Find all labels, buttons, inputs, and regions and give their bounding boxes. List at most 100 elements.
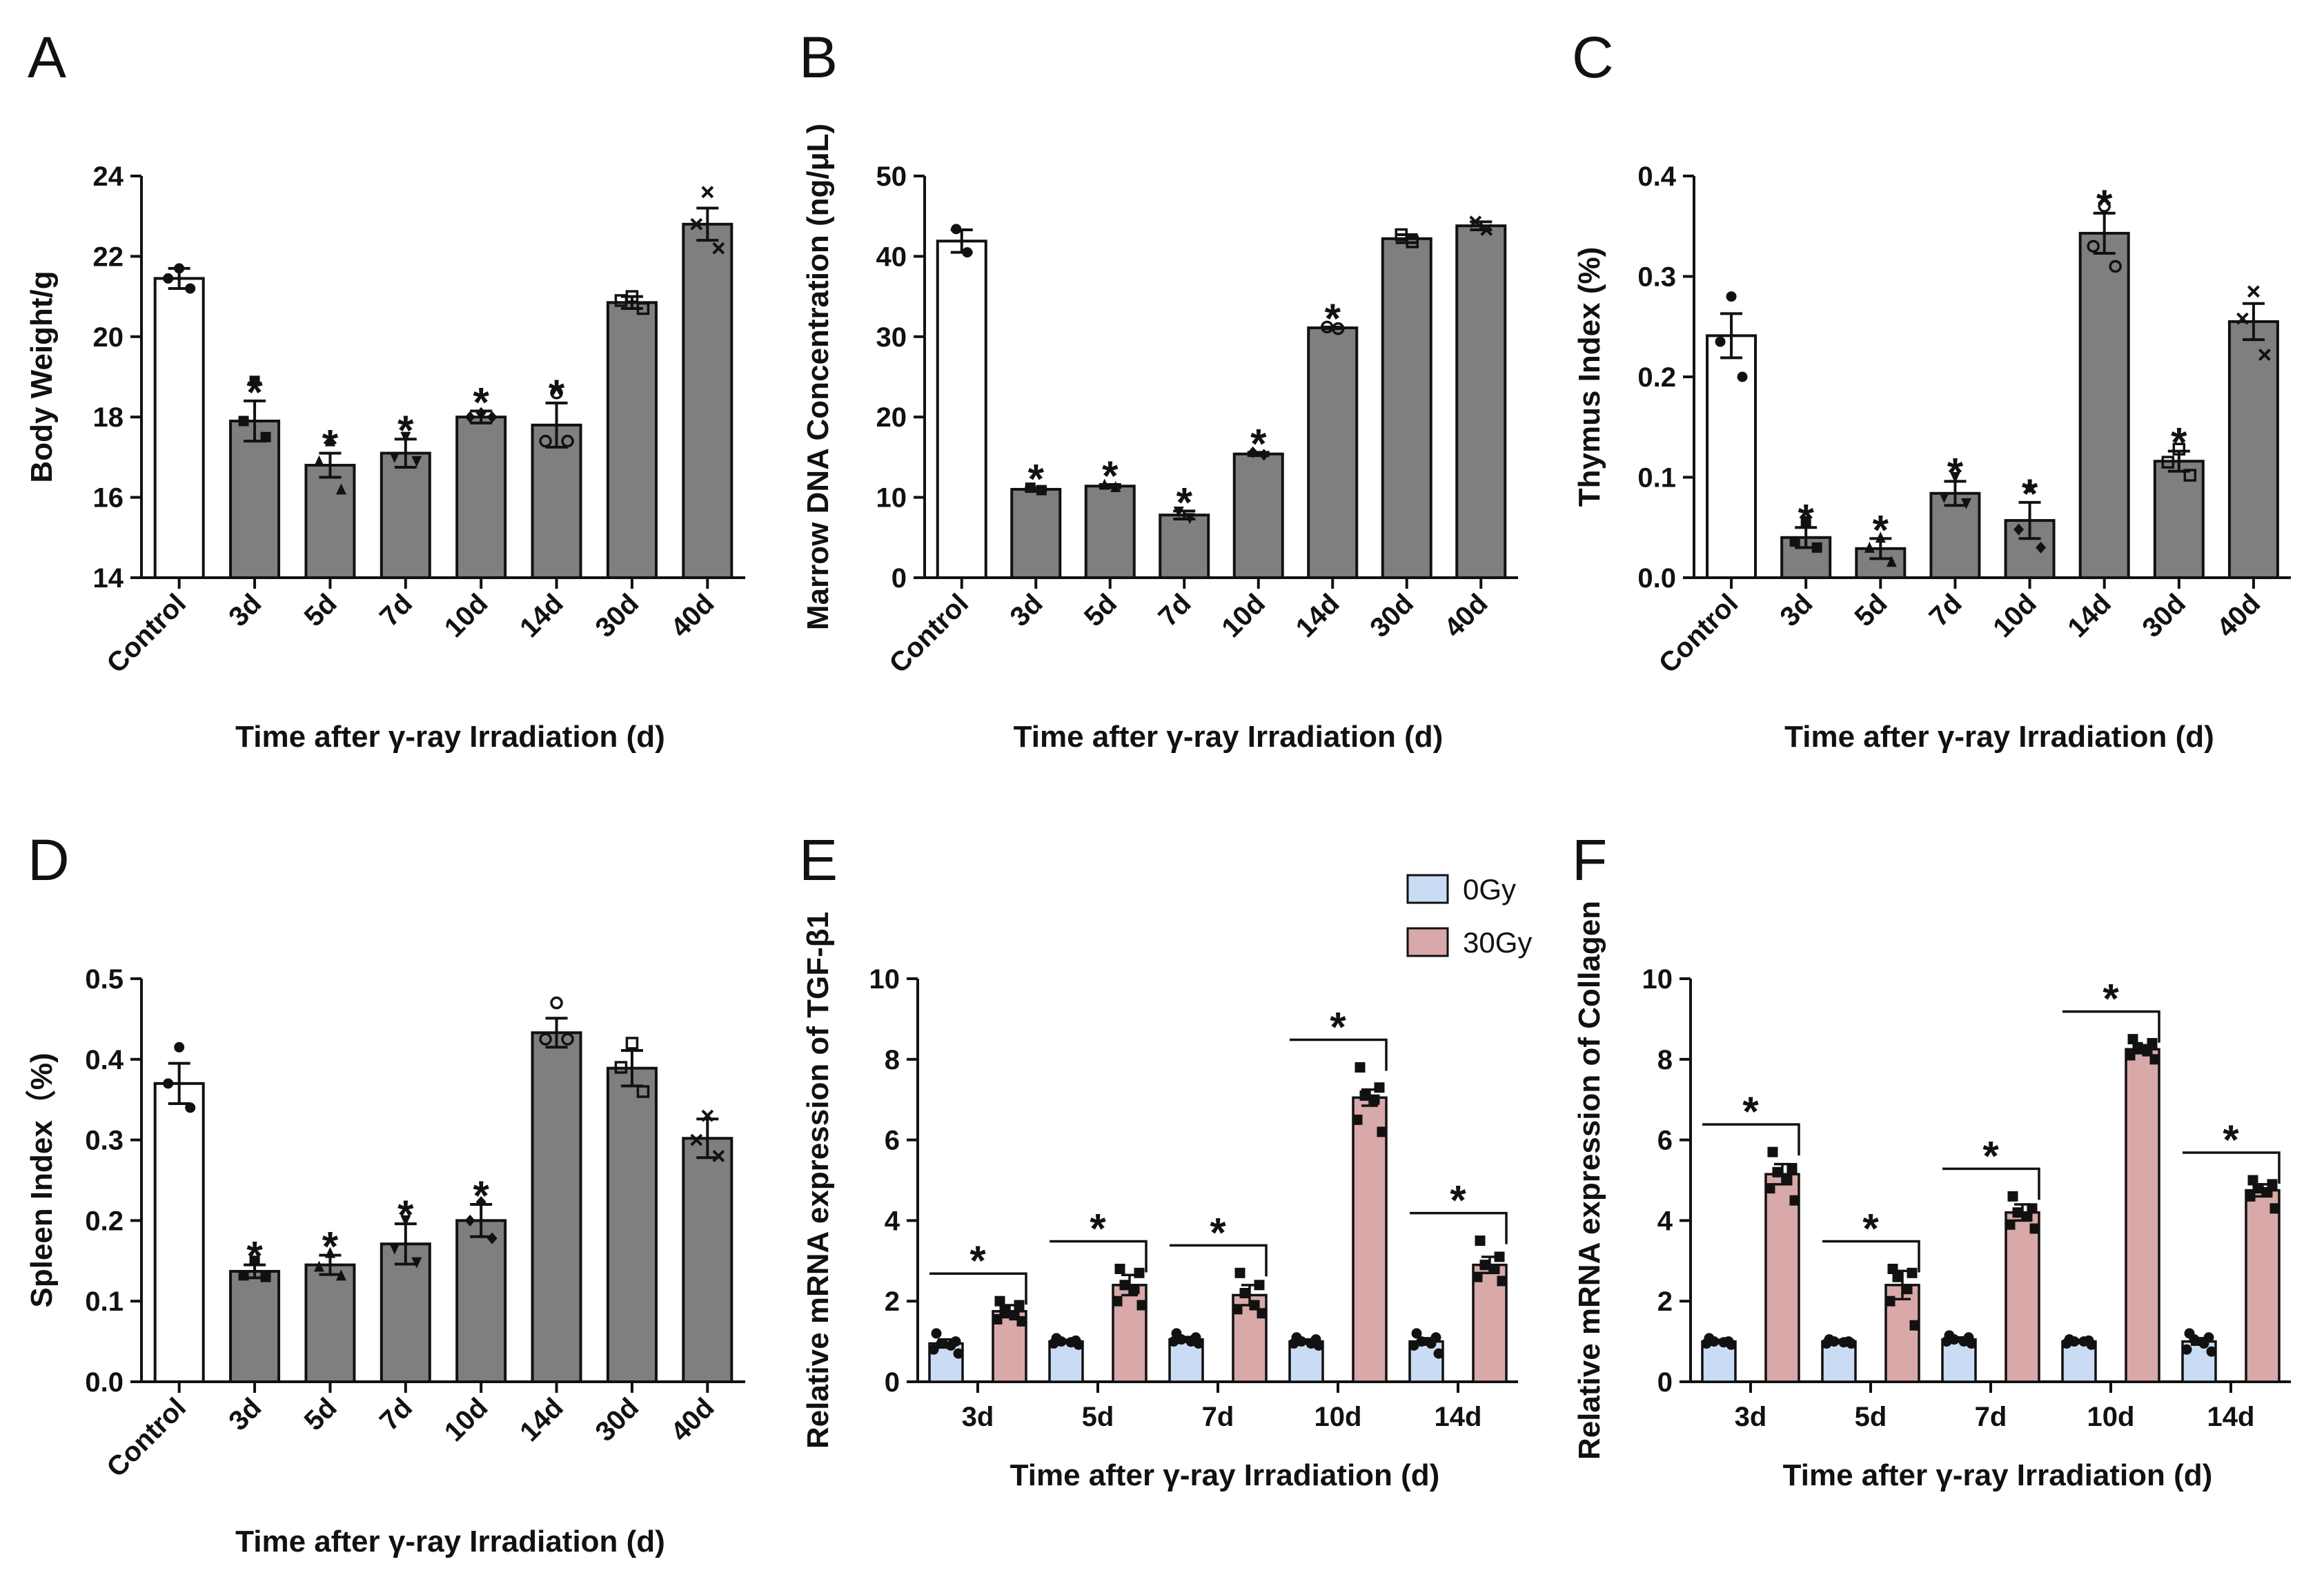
panel-d-bar-30d [606, 1066, 658, 1383]
panel-e-point-1-1-2 [1119, 1280, 1130, 1291]
panel-f-ytick-label-2: 4 [1657, 1206, 1673, 1236]
panel-c-point-5-2 [2109, 260, 2122, 273]
panel-d-xlabel-0: Control [101, 1392, 192, 1483]
panel-f-xlabel-0: 3d [1735, 1402, 1767, 1432]
panel-b-xlabel-6: 30d [1364, 588, 1419, 643]
panel-a-point-2-1 [313, 455, 324, 467]
panel-a-point-0-0 [174, 263, 185, 274]
panel-b-star-4: * [1250, 420, 1267, 467]
panel-e-point-1-0-4 [1048, 1338, 1059, 1349]
panel-b-point-0-0 [951, 224, 962, 235]
panel-e-point-4-1-1 [1494, 1251, 1505, 1262]
panel-a-point-0-1 [163, 273, 174, 284]
panel-c-ytick-label-0: 0.0 [1637, 563, 1676, 594]
panel-a-errorbar-5 [545, 401, 568, 449]
panel-d-ytick-label-3: 0.3 [85, 1126, 124, 1156]
panel-b-point-2-1 [1110, 480, 1121, 492]
panel-b-bar-5d [1084, 485, 1136, 580]
panel-f-point-1-1-0 [1887, 1263, 1898, 1274]
legend-swatch-0gy [1406, 874, 1449, 904]
panel-c-point-5-0 [2098, 199, 2111, 213]
panel-a-star-4: * [473, 379, 490, 425]
panel-e-xlabel-3: 10d [1314, 1402, 1362, 1432]
panel-c-point-4-1 [2013, 523, 2025, 536]
panel-e-point-2-1-1 [1254, 1280, 1265, 1291]
panel-c-point-7-1 [2236, 312, 2249, 325]
panel-c-y-title: Thymus Index (%) [1573, 247, 1606, 507]
panel-a-point-4-0 [475, 407, 486, 419]
panel-f-point-1-1-3 [1902, 1284, 1913, 1295]
panel-b-xlabel-7: 40d [1439, 588, 1494, 643]
panel-f-bracket-0 [1702, 1123, 1800, 1156]
panel-f-point-4-1-3 [2262, 1187, 2273, 1198]
panel-b-ytick-label-5: 50 [876, 162, 907, 192]
panel-c-errorbar-4 [2018, 500, 2041, 540]
panel-f-point-0-1-4 [1764, 1183, 1775, 1194]
panel-f-bar-3d-30gy [1764, 1173, 1800, 1383]
panel-e-point-4-1-5 [1497, 1275, 1508, 1287]
panel-d-point-2-1 [313, 1260, 324, 1272]
panel-b-point-4-1 [1259, 449, 1270, 461]
panel-f-x-title: Time after γ-ray Irradiation (d) [1783, 1458, 2213, 1492]
panel-e-point-0-0-0 [931, 1328, 942, 1339]
panel-d-point-3-1 [389, 1243, 400, 1255]
panel-b-point-4-0 [1248, 446, 1259, 458]
panel-b-chart: 0 10 20 30 40 50 Marrow DNA Concentration (ng/… [801, 124, 1518, 754]
panel-f-point-0-1-1 [1786, 1162, 1798, 1173]
panel-d-xlabel-4: 10d [439, 1392, 494, 1447]
panel-d-point-5-2 [561, 1033, 574, 1046]
panel-e-ytick-label-5: 10 [869, 964, 900, 995]
panel-f-star-1: * [1862, 1205, 1879, 1251]
panel-a-ytick-label-0: 14 [93, 563, 124, 594]
panel-f-point-3-1-3 [2142, 1046, 2153, 1057]
panel-b-ytick-label-4: 40 [876, 242, 907, 272]
legend: 0Gy 30Gy [1406, 873, 1532, 959]
panel-f-point-4-1-5 [2269, 1203, 2281, 1214]
panel-c-point-7-0 [2247, 285, 2260, 298]
panel-f-point-1-0-5 [1846, 1338, 1857, 1349]
panel-b-point-3-1 [1184, 513, 1195, 525]
panel-e-bar-10d-30gy [1352, 1096, 1388, 1383]
panel-letter-f: F [1572, 828, 1607, 892]
panel-a-point-2-0 [324, 435, 335, 447]
panel-b-x-title: Time after γ-ray Irradiation (d) [1014, 720, 1444, 754]
panel-f-point-1-0-3 [1838, 1337, 1849, 1348]
panel-f-point-2-1-3 [2022, 1211, 2033, 1222]
panel-e-point-4-0-2 [1416, 1336, 1427, 1347]
panel-c-errorbar-7 [2242, 302, 2265, 342]
panel-f-point-3-0-5 [2086, 1339, 2097, 1350]
panel-b-point-6-0 [1395, 228, 1408, 242]
panel-e-star-4: * [1450, 1177, 1466, 1224]
panel-b-point-5-1 [1332, 322, 1345, 335]
panel-d-point-4-2 [486, 1232, 498, 1244]
panel-d-point-0-0 [174, 1042, 185, 1053]
panel-e-point-0-0-2 [936, 1338, 947, 1349]
panel-a-point-1-0 [249, 375, 260, 387]
panel-f-point-1-1-1 [1907, 1267, 1918, 1278]
panel-c-point-3-2 [1960, 498, 1971, 509]
panel-c-chart: 0.0 0.1 0.2 0.3 0.4 Thymus Index (%) Time afte… [1573, 162, 2291, 754]
panel-a-bar-5d [304, 464, 356, 579]
panel-b-point-1-1 [1036, 485, 1047, 496]
panel-f-point-4-1-0 [2247, 1175, 2258, 1186]
panel-letter-a: A [28, 25, 66, 90]
panel-f-ytick-label-3: 6 [1657, 1126, 1673, 1156]
panel-b-ytick-label-0: 0 [892, 563, 907, 594]
panel-e-point-2-0-5 [1193, 1338, 1204, 1349]
panel-d-ytick-label-5: 0.5 [85, 964, 124, 995]
panel-a-point-6-2 [636, 302, 650, 315]
panel-e-point-4-1-0 [1475, 1235, 1486, 1246]
panel-c-xlabel-3: 7d [1924, 588, 1968, 632]
panel-b-star-2: * [1102, 453, 1119, 499]
panel-d-point-0-2 [185, 1102, 196, 1113]
panel-a-star-2: * [322, 422, 339, 468]
panel-b-point-1-0 [1025, 482, 1036, 493]
panel-a-point-4-2 [486, 411, 498, 423]
panel-a-point-6-1 [614, 294, 628, 307]
panel-a-star-1: * [246, 369, 263, 415]
panel-f-point-3-1-4 [2125, 1050, 2136, 1061]
panel-b-star-1: * [1028, 456, 1045, 502]
panel-f-point-4-0-3 [2198, 1338, 2209, 1349]
panel-e-star-3: * [1330, 1004, 1346, 1050]
panel-c-bar-14d [2078, 231, 2130, 579]
